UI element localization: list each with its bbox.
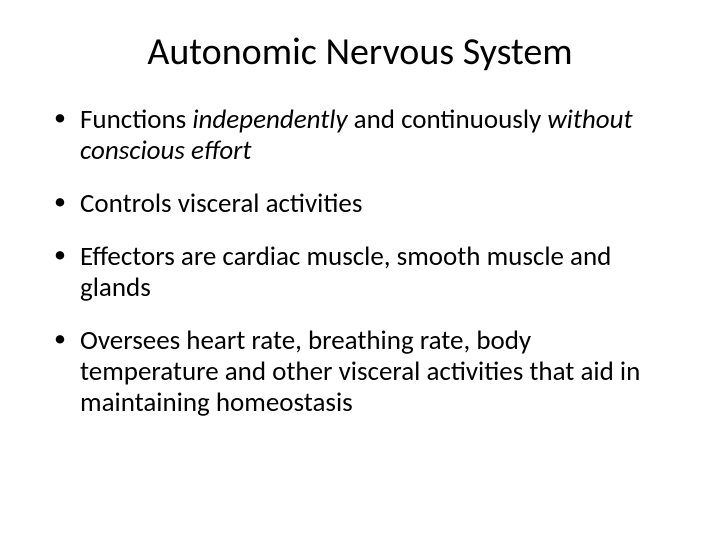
text-run: Oversees heart rate, breathing rate, bod… (80, 324, 640, 419)
list-item: Functions independently and continuously… (52, 104, 668, 166)
slide-title: Autonomic Nervous System (52, 32, 668, 74)
list-item: Oversees heart rate, breathing rate, bod… (52, 325, 668, 418)
text-run: Controls visceral activities (80, 187, 362, 220)
list-item: Controls visceral activities (52, 188, 668, 219)
list-item: Effectors are cardiac muscle, smooth mus… (52, 241, 668, 303)
bullet-list: Functions independently and continuously… (52, 104, 668, 418)
text-run: Effectors are cardiac muscle, smooth mus… (80, 240, 611, 304)
slide: Autonomic Nervous System Functions indep… (0, 0, 720, 540)
text-run: independently (192, 103, 353, 136)
text-run: Functions (80, 103, 192, 136)
text-run: and continuously (354, 103, 548, 136)
